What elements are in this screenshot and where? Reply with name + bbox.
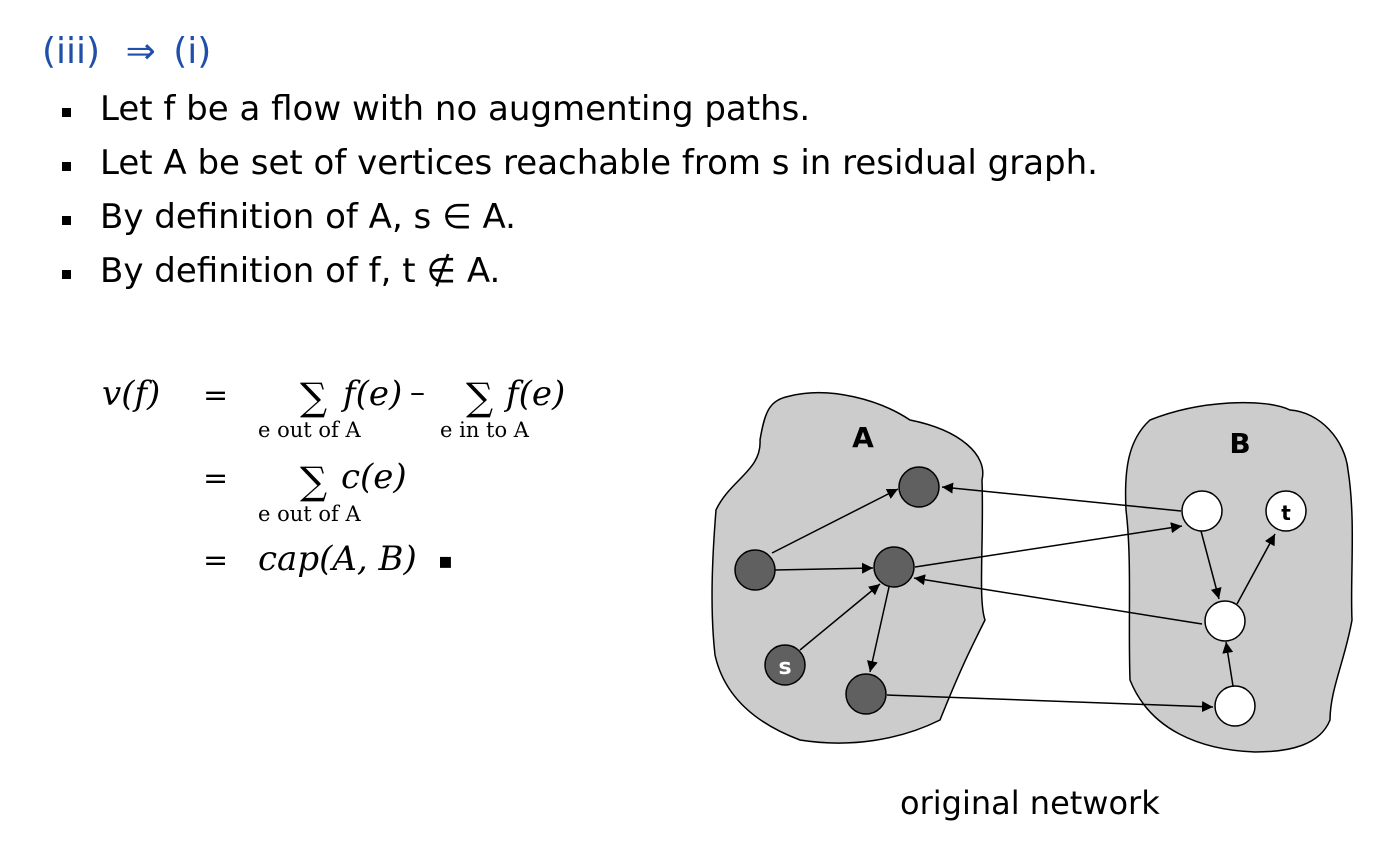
bullet-item: Let f be a flow with no augmenting paths… bbox=[62, 82, 1098, 136]
graph-node bbox=[1214, 685, 1256, 727]
flow-term-out: f(e) bbox=[340, 374, 402, 414]
square-bullet-icon bbox=[62, 107, 71, 117]
edge bbox=[914, 522, 1183, 568]
flow-value-equation: v(f) = ∑ f(e) – ∑ f(e) e out of A e in t… bbox=[102, 374, 565, 579]
heading-right: (i) bbox=[173, 31, 212, 72]
edge bbox=[1236, 533, 1276, 605]
bullet-text: Let A be set of vertices reachable from … bbox=[100, 143, 1098, 183]
set-a-label: A bbox=[852, 421, 874, 454]
qed-square-icon: ▪ bbox=[438, 549, 453, 574]
bullet-text: By definition of A, s ∈ A. bbox=[100, 197, 516, 237]
slide-heading: (iii) ⇒ (i) bbox=[42, 30, 211, 74]
edge bbox=[771, 488, 899, 554]
square-bullet-icon bbox=[62, 215, 71, 225]
graph-node bbox=[1181, 490, 1223, 532]
sum-subscript-out: e out of A bbox=[258, 502, 361, 526]
square-bullet-icon bbox=[62, 269, 71, 279]
equation-lhs: v(f) bbox=[102, 374, 160, 414]
equals-sign: = bbox=[203, 378, 228, 413]
bullet-text: Let f be a flow with no augmenting paths… bbox=[100, 89, 811, 129]
graph-node bbox=[1204, 600, 1246, 642]
edge bbox=[941, 482, 1182, 512]
square-bullet-icon bbox=[62, 161, 71, 171]
source-label: s bbox=[778, 655, 791, 680]
set-b-label: B bbox=[1229, 427, 1250, 460]
bullet-text: By definition of f, t ∉ A. bbox=[100, 251, 501, 291]
set-b-region bbox=[1124, 401, 1354, 753]
cut-capacity-term: cap(A, B) bbox=[258, 539, 417, 579]
equals-sign: = bbox=[203, 543, 228, 578]
edge bbox=[867, 586, 890, 673]
bullet-item: By definition of f, t ∉ A. bbox=[62, 244, 1098, 298]
sum-subscript-in: e in to A bbox=[440, 418, 530, 442]
sink-label: t bbox=[1281, 501, 1291, 525]
bullet-item: By definition of A, s ∈ A. bbox=[62, 190, 1098, 244]
sum-symbol-icon: ∑ bbox=[466, 375, 493, 419]
bullet-item: Let A be set of vertices reachable from … bbox=[62, 136, 1098, 190]
minus-sign: – bbox=[410, 375, 425, 410]
graph-node bbox=[898, 466, 940, 508]
graph-node bbox=[873, 546, 915, 588]
sum-subscript-out: e out of A bbox=[258, 418, 361, 442]
edge bbox=[1200, 530, 1222, 600]
edge bbox=[1222, 641, 1234, 687]
implies-arrow-icon: ⇒ bbox=[125, 31, 156, 72]
residual-graph-diagram: A B s t bbox=[711, 391, 1354, 753]
edge bbox=[886, 694, 1214, 713]
diagram-caption: original network bbox=[900, 784, 1160, 822]
graph-node bbox=[845, 673, 887, 715]
sink-node bbox=[1265, 490, 1307, 532]
edge bbox=[913, 574, 1203, 625]
flow-term-in: f(e) bbox=[503, 374, 565, 414]
capacity-term: c(e) bbox=[341, 457, 407, 497]
sum-symbol-icon: ∑ bbox=[300, 459, 327, 503]
edge bbox=[799, 583, 881, 651]
edge bbox=[774, 562, 874, 574]
source-node bbox=[764, 644, 806, 686]
sum-symbol-icon: ∑ bbox=[300, 375, 327, 419]
bullet-list: Let f be a flow with no augmenting paths… bbox=[62, 82, 1098, 298]
graph-node bbox=[734, 549, 776, 591]
heading-left: (iii) bbox=[42, 31, 101, 72]
equals-sign: = bbox=[203, 461, 228, 496]
